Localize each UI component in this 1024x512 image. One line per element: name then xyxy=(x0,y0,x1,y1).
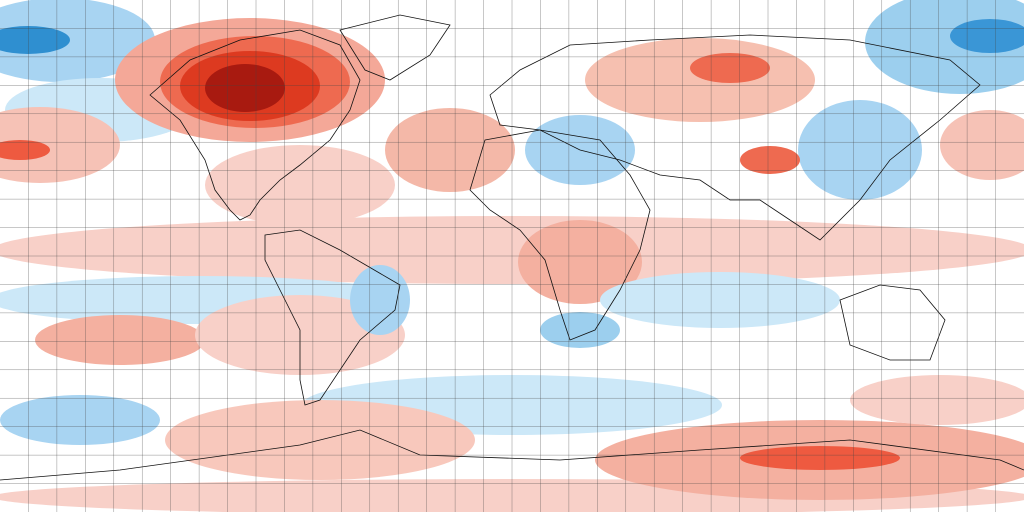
north-america xyxy=(149,29,361,221)
coastlines xyxy=(0,14,1024,481)
anomaly-region xyxy=(600,272,840,328)
anomaly-region xyxy=(798,100,922,200)
anomaly-region xyxy=(940,110,1024,180)
eurasia xyxy=(489,34,981,241)
anomaly-region xyxy=(385,108,515,192)
anomaly-region xyxy=(518,220,642,304)
anomaly-region xyxy=(950,19,1024,53)
australia xyxy=(839,284,946,361)
anomaly-region xyxy=(0,107,120,183)
anomaly-region xyxy=(850,375,1024,425)
anomaly-region xyxy=(690,53,770,83)
anomaly-region xyxy=(0,140,50,160)
anomaly-region xyxy=(0,26,70,54)
anomaly-region xyxy=(205,145,395,225)
anomaly-region xyxy=(740,446,900,470)
anomaly-region xyxy=(35,315,205,365)
anomaly-region xyxy=(540,312,620,348)
antarctica xyxy=(0,429,1024,481)
anomaly-region xyxy=(205,64,285,112)
anomaly-region xyxy=(740,146,800,174)
greenland xyxy=(339,14,451,81)
africa xyxy=(469,129,651,341)
anomaly-region xyxy=(585,38,815,122)
anomaly-region xyxy=(350,265,410,335)
anomaly-region xyxy=(0,395,160,445)
anomaly-region xyxy=(0,0,155,82)
